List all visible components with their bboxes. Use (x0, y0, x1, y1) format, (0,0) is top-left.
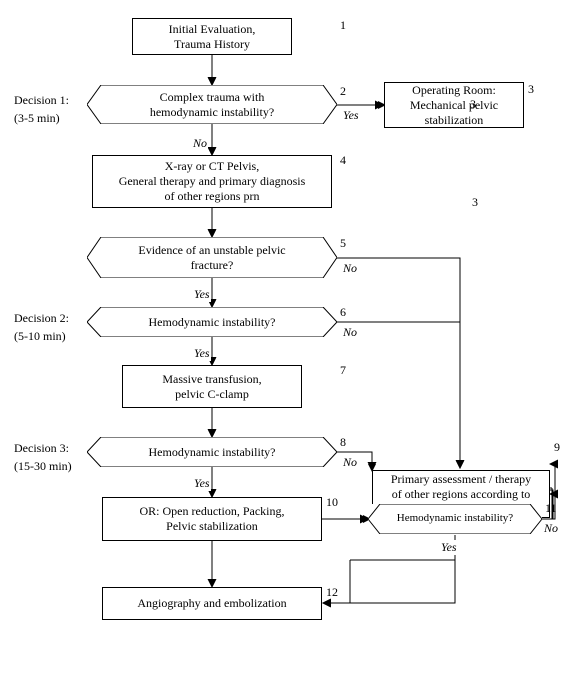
node-7-massive-transfusion: Massive transfusion,pelvic C-clamp (122, 365, 302, 408)
edge-2-3-yes: Yes (342, 108, 360, 123)
node-2-number: 2 (340, 84, 346, 99)
node-12-number: 12 (326, 585, 338, 600)
node-3-text: Operating Room:Mechanical pelvicstabiliz… (410, 83, 498, 128)
node-1-text: Initial Evaluation,Trauma History (169, 22, 256, 52)
stray-number-3b: 3 (472, 195, 478, 210)
node-4-number: 4 (340, 153, 346, 168)
node-8-number: 8 (340, 435, 346, 450)
node-6-hemodynamic: Hemodynamic instability? (87, 307, 337, 337)
node-9-number: 9 (554, 440, 560, 455)
edge-5-6-yes: Yes (193, 287, 211, 302)
node-6-text: Hemodynamic instability? (135, 313, 290, 332)
edge-5-no: No (342, 261, 358, 276)
decision1-time: (3-5 min) (14, 111, 60, 126)
edge-11-9-no: No (543, 521, 559, 536)
node-2-complex-trauma: Complex trauma withhemodynamic instabili… (87, 85, 337, 124)
edge-11-12-yes: Yes (440, 540, 458, 555)
edge-2-4-no: No (192, 136, 208, 151)
node-12-angiography: Angiography and embolization (102, 587, 322, 620)
node-8-hemodynamic: Hemodynamic instability? (87, 437, 337, 467)
node-11-text: Hemodynamic instability? (387, 510, 523, 528)
node-3-operating-room: Operating Room:Mechanical pelvicstabiliz… (384, 82, 524, 128)
node-2-text: Complex trauma withhemodynamic instabili… (136, 88, 288, 122)
node-3-number: 3 (528, 82, 534, 97)
stray-number-3a: 3 (470, 97, 476, 112)
node-5-text: Evidence of an unstable pelvicfracture? (124, 241, 299, 275)
edge-6-7-yes: Yes (193, 346, 211, 361)
node-5-unstable-pelvic: Evidence of an unstable pelvicfracture? (87, 237, 337, 278)
node-10-text: OR: Open reduction, Packing,Pelvic stabi… (140, 504, 285, 534)
node-4-xray-ct: X-ray or CT Pelvis,General therapy and p… (92, 155, 332, 208)
node-11-hemodynamic: Hemodynamic instability? (368, 504, 542, 534)
node-1-number: 1 (340, 18, 346, 33)
decision1-label: Decision 1: (14, 93, 69, 108)
node-10-number: 10 (326, 495, 338, 510)
edge-8-10-yes: Yes (193, 476, 211, 491)
node-4-text: X-ray or CT Pelvis,General therapy and p… (119, 159, 306, 204)
node-8-text: Hemodynamic instability? (135, 443, 290, 462)
decision2-time: (5-10 min) (14, 329, 66, 344)
edge-8-9-no: No (342, 455, 358, 470)
node-1-initial-evaluation: Initial Evaluation,Trauma History (132, 18, 292, 55)
node-12-text: Angiography and embolization (137, 596, 286, 611)
decision2-label: Decision 2: (14, 311, 69, 326)
decision3-label: Decision 3: (14, 441, 69, 456)
node-10-open-reduction: OR: Open reduction, Packing,Pelvic stabi… (102, 497, 322, 541)
node-5-number: 5 (340, 236, 346, 251)
node-11-number: 11 (545, 501, 557, 516)
node-7-number: 7 (340, 363, 346, 378)
node-7-text: Massive transfusion,pelvic C-clamp (162, 372, 261, 402)
decision3-time: (15-30 min) (14, 459, 72, 474)
node-6-number: 6 (340, 305, 346, 320)
edge-6-no: No (342, 325, 358, 340)
